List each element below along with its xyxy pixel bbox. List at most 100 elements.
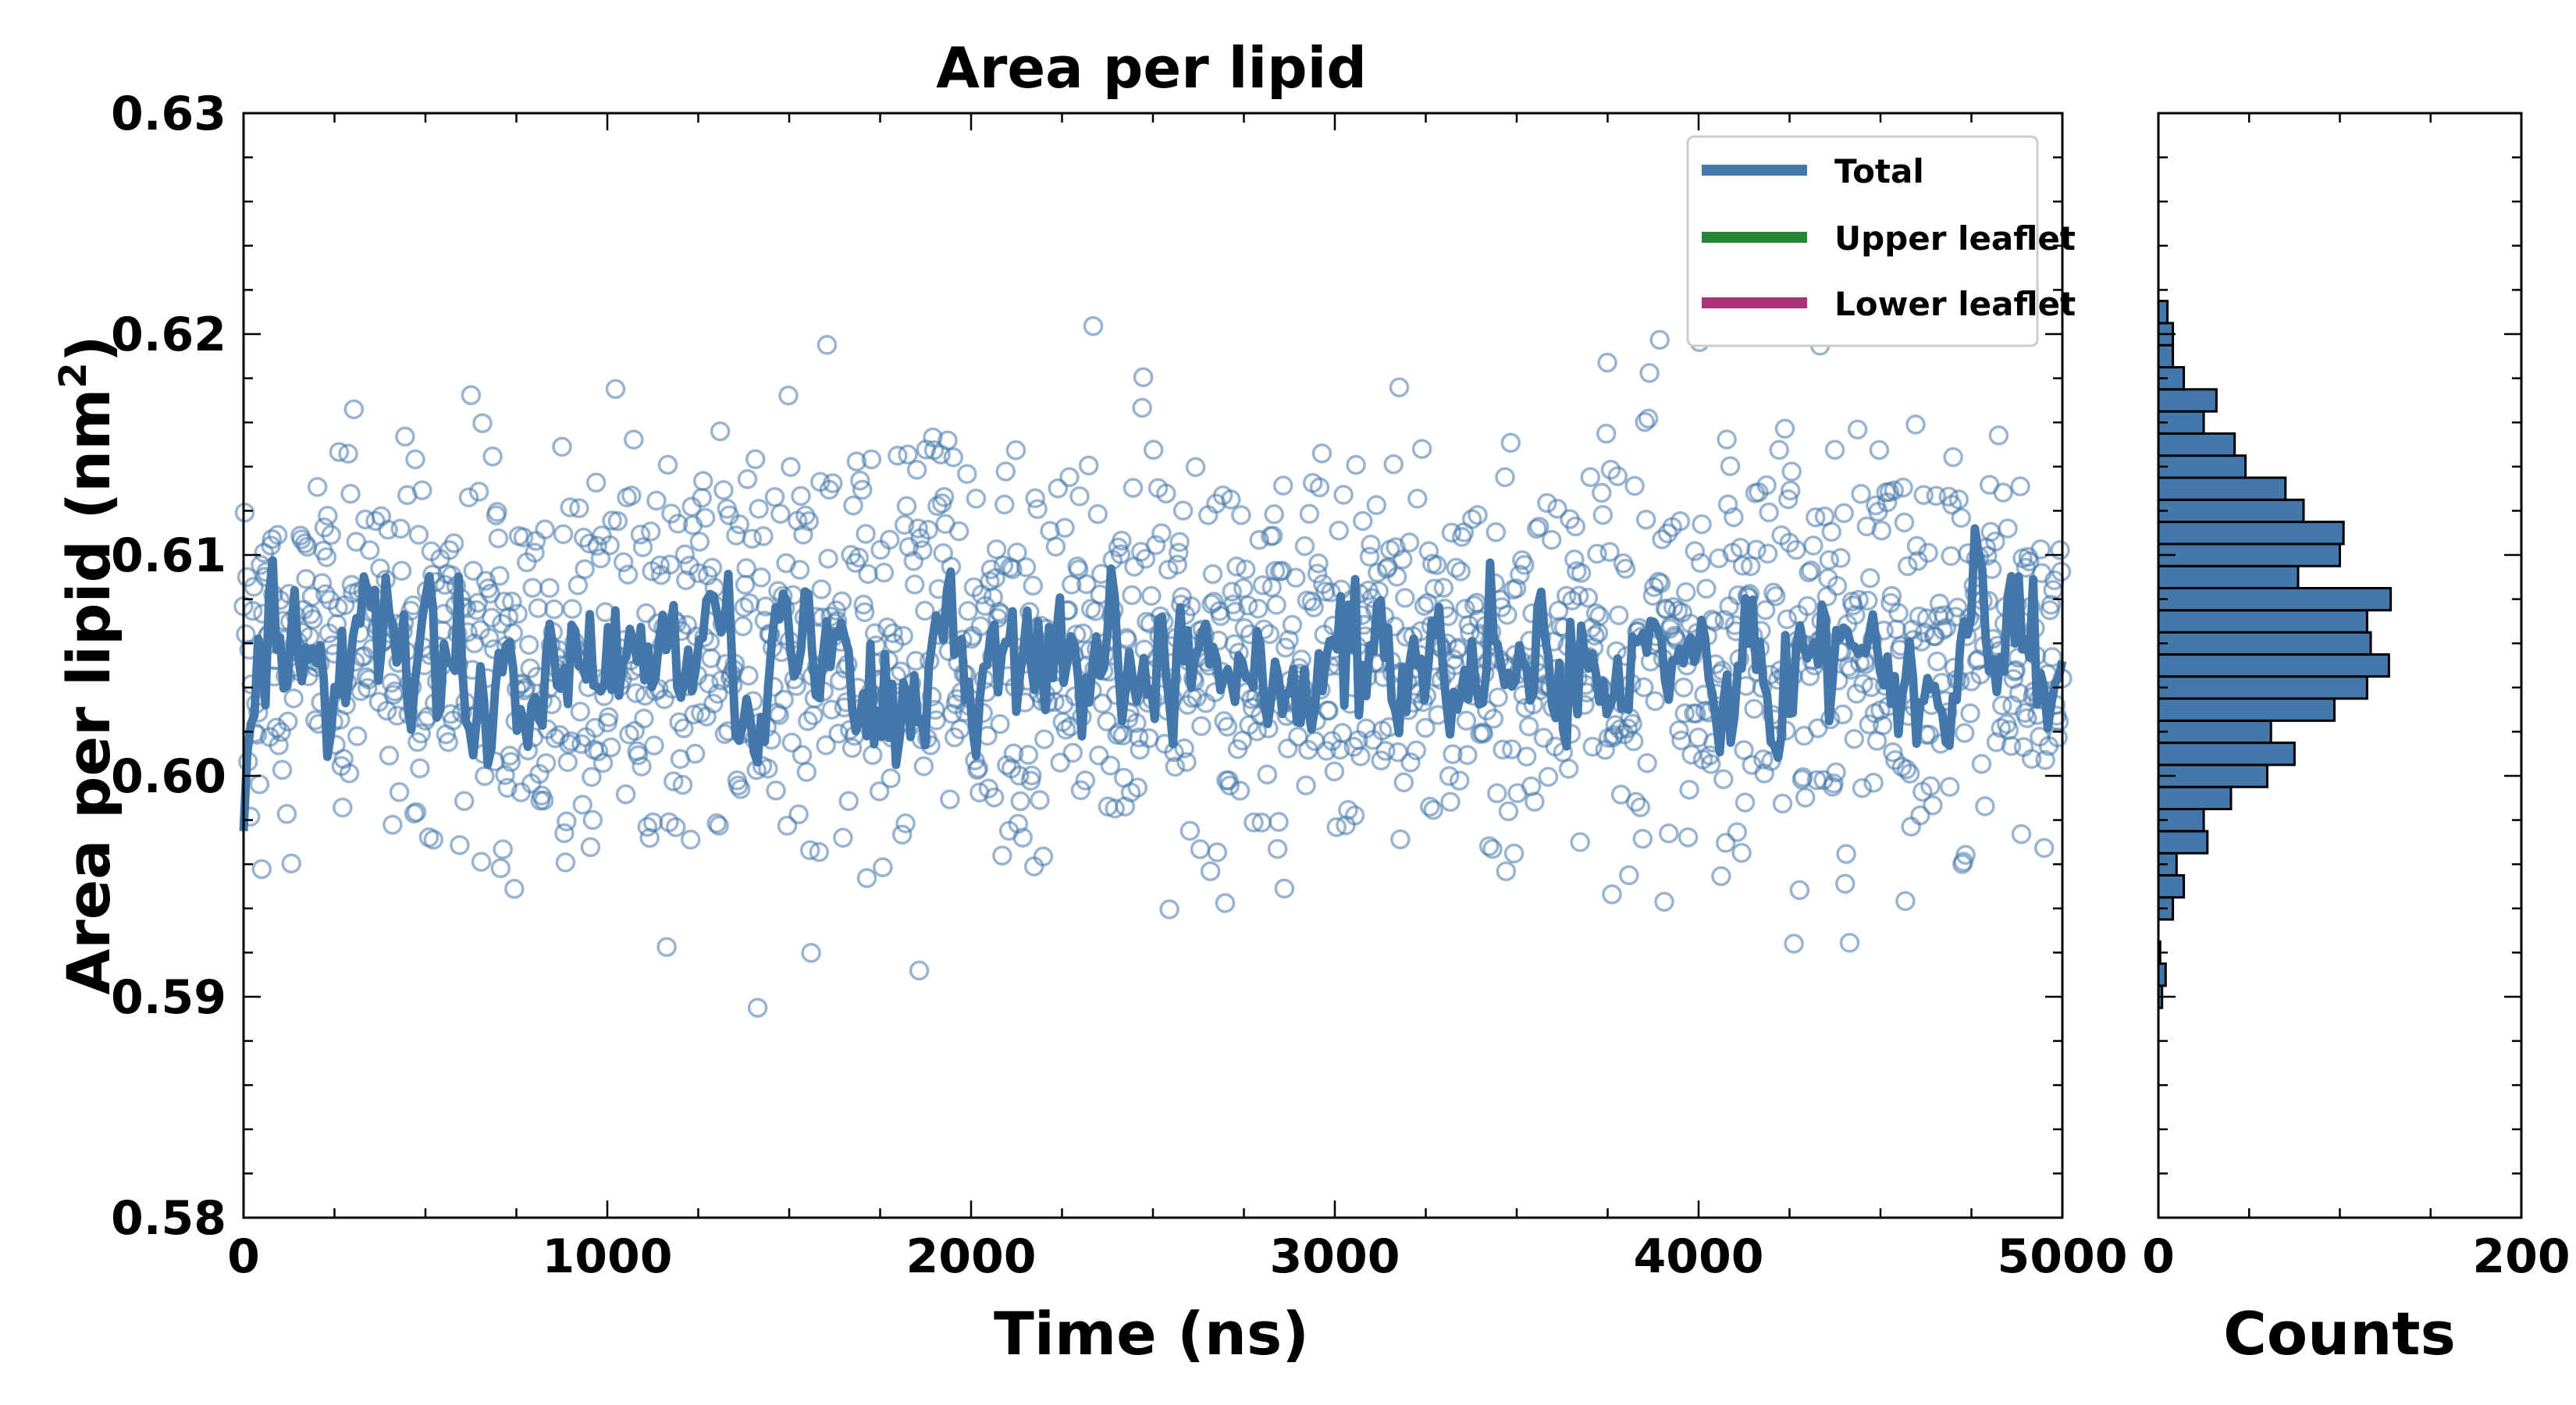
scatter-point (359, 540, 380, 560)
scatter-point (801, 943, 821, 963)
histogram-bar (2157, 432, 2236, 457)
scatter-point (1294, 535, 1315, 557)
scatter-point (644, 735, 664, 756)
scatter-point (664, 771, 684, 791)
scatter-point (2042, 647, 2062, 667)
scatter-point (646, 490, 667, 511)
scatter-point (507, 603, 528, 624)
scatter-point (406, 802, 427, 823)
scatter-point (562, 599, 582, 619)
scatter-point (1282, 614, 1303, 635)
scatter-point (1896, 759, 1917, 780)
scatter-point (850, 470, 870, 491)
scatter-point (1558, 759, 1579, 779)
histogram-bar (2157, 343, 2175, 369)
scatter-point (861, 449, 882, 470)
scatter-point (1592, 504, 1614, 525)
scatter-point (1399, 532, 1420, 553)
scatter-point (657, 454, 678, 475)
scatter-point (1893, 477, 1913, 498)
legend-label-lower-leaflet: Lower leaflet (1834, 285, 2076, 323)
scatter-point (461, 385, 482, 406)
scatter-point (1423, 799, 1443, 820)
scatter-point (1030, 790, 1050, 810)
scatter-point (557, 811, 577, 832)
scatter-point (343, 399, 365, 420)
scatter-point (554, 823, 575, 844)
scatter-point (1920, 776, 1941, 796)
histogram-bar (2157, 542, 2341, 567)
scatter-point (628, 745, 649, 766)
x-tick-label: 1000 (543, 1229, 673, 1284)
scatter-point (1449, 770, 1470, 791)
scatter-point (1827, 575, 1848, 596)
histogram-bar (2157, 719, 2272, 745)
scatter-point (1371, 750, 1391, 771)
scatter-point (789, 560, 810, 580)
scatter-point (1443, 744, 1463, 764)
scatter-point (1132, 397, 1152, 418)
scatter-point (358, 678, 378, 699)
scatter-point (1715, 833, 1736, 853)
scatter-point (1992, 695, 2012, 716)
scatter-point (791, 486, 811, 507)
scatter-point (923, 427, 943, 448)
scatter-point (1589, 606, 1610, 627)
scatter-point (600, 535, 620, 556)
scatter-point (1806, 507, 1826, 528)
scatter-point (1493, 739, 1513, 760)
scatter-point (2017, 708, 2037, 728)
scatter-point (1495, 467, 1515, 488)
scatter-point (450, 834, 470, 855)
scatter-point (1461, 509, 1482, 529)
scatter-point (1353, 510, 1373, 532)
histogram-bar (2157, 300, 2169, 325)
scatter-point (1510, 564, 1530, 585)
scatter-point (1016, 557, 1037, 578)
scatter-point (1244, 812, 1264, 833)
scatter-point (1346, 454, 1366, 475)
scatter-point (1610, 719, 1630, 740)
scatter-point (408, 525, 429, 545)
scatter-point (272, 759, 293, 781)
scatter-point (370, 558, 390, 578)
scatter-point (873, 562, 895, 583)
scatter-point (1070, 780, 1091, 801)
histogram-bar (2157, 498, 2305, 524)
scatter-point (1607, 466, 1628, 486)
scatter-point (1123, 478, 1144, 498)
scatter-point (1165, 756, 1186, 777)
scatter-point (1686, 703, 1706, 724)
scatter-point (632, 756, 652, 777)
scatter-point (1257, 764, 1278, 784)
scatter-point (2010, 476, 2030, 496)
scatter-point (1268, 812, 1289, 832)
scatter-point (729, 514, 750, 535)
scatter-point (1759, 502, 1779, 523)
scatter-point (737, 469, 758, 489)
scatter-point (1231, 505, 1251, 525)
scatter-point (738, 665, 759, 686)
scatter-point (1948, 597, 1968, 618)
scatter-point (502, 592, 522, 612)
scatter-point (702, 557, 723, 578)
scatter-point (1918, 542, 1938, 563)
scatter-point (249, 774, 270, 795)
scatter-point (1156, 483, 1176, 504)
scatter-point (672, 774, 693, 795)
scatter-point (988, 602, 1009, 622)
scatter-point (1537, 493, 1557, 514)
scatter-point (1176, 752, 1197, 772)
scatter-point (1960, 703, 1980, 724)
scatter-point (281, 853, 301, 873)
scatter-point (1169, 542, 1189, 563)
scatter-point (1824, 439, 1845, 461)
scatter-point (742, 528, 763, 549)
scatter-point (1326, 816, 1347, 838)
scatter-point (1236, 559, 1256, 580)
scatter-point (1623, 731, 1644, 752)
scatter-point (1746, 539, 1767, 560)
scatter-point (267, 525, 288, 546)
scatter-point (1859, 567, 1880, 589)
scatter-point (1769, 439, 1789, 461)
